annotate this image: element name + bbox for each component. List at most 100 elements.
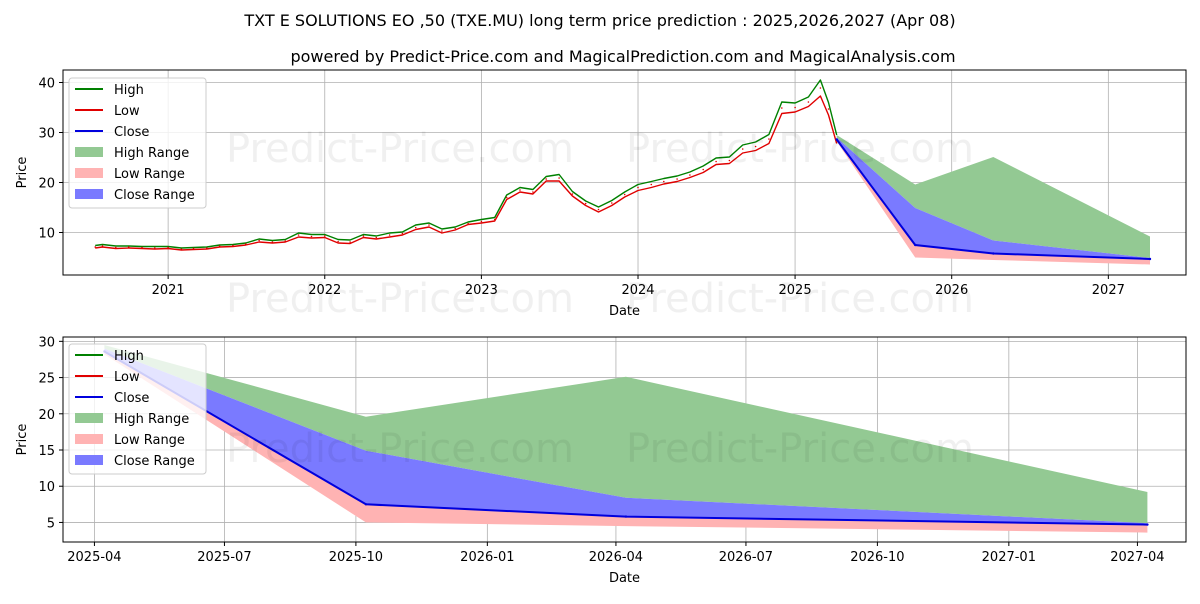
history-point (127, 246, 130, 248)
history-point (310, 235, 313, 238)
history-point (754, 145, 757, 148)
legend-label: High Range (114, 146, 189, 161)
history-point (807, 101, 810, 103)
history-point (519, 189, 521, 191)
history-point (650, 183, 653, 186)
history-point (571, 193, 574, 195)
watermark-text: Predict-Price.com (626, 426, 974, 472)
history-point (467, 222, 469, 225)
x-tick-label: 2026-01 (460, 550, 514, 565)
forecast-point (364, 503, 368, 506)
history-point (623, 193, 626, 196)
legend-swatch-high-range (75, 147, 103, 157)
x-tick-label: 2026-10 (850, 550, 904, 565)
x-tick-label: 2021 (152, 283, 185, 298)
forecast-point (835, 138, 838, 141)
x-axis-label: Date (609, 304, 640, 319)
legend-swatch-low-range (75, 168, 103, 178)
y-tick-label: 5 (47, 516, 55, 531)
history-point (794, 106, 796, 109)
legend-swatch-close-range (75, 455, 103, 465)
history-point (401, 232, 404, 235)
legend: High Low Close High Range Low Range Close Ran… (68, 77, 207, 209)
x-tick-label: 2025 (779, 283, 812, 298)
history-point (375, 236, 378, 239)
history-point (232, 244, 234, 247)
y-tick-label: 25 (38, 372, 55, 387)
x-tick-label: 2026-04 (589, 550, 643, 565)
legend-label: High (114, 83, 144, 98)
history-point (689, 174, 691, 176)
history-point (768, 138, 770, 140)
history-point (741, 148, 744, 150)
x-tick-label: 2025-07 (197, 550, 251, 565)
history-point (597, 208, 600, 211)
history-point (192, 247, 195, 250)
x-tick-label: 2026-07 (719, 550, 773, 565)
history-point (663, 180, 665, 183)
y-axis-label: Price (15, 424, 30, 456)
high-range-area (104, 345, 1148, 524)
history-point (414, 226, 417, 229)
y-tick-label: 30 (38, 127, 55, 142)
forecast-point (1148, 257, 1152, 261)
close-forecast-line (103, 350, 1148, 526)
history-point (454, 227, 457, 230)
close-range-area (104, 348, 1148, 525)
low-series-line (95, 95, 838, 251)
y-tick-label: 10 (38, 227, 55, 242)
forecast-point (914, 243, 917, 247)
plot-area (94, 79, 1152, 265)
history-point (115, 246, 117, 249)
history-point (728, 159, 731, 162)
history-point (493, 218, 496, 221)
forecast-point (1146, 523, 1149, 526)
close-forecast-line (835, 138, 1151, 260)
chart-title: TXT E SOLUTIONS EO ,50 (TXE.MU) long ter… (243, 11, 955, 30)
history-point (206, 247, 208, 249)
y-tick-label: 40 (38, 77, 55, 92)
x-tick-label: 2024 (621, 283, 654, 298)
history-point (154, 247, 156, 249)
legend-swatch-high-range (75, 413, 103, 423)
legend-label: High Range (114, 412, 189, 427)
watermark-text: Predict-Price.com (626, 276, 974, 322)
forecast-zoom-panel: 2025-04 2025-07 2025-10 2026-01 2026-04 2026-… (15, 335, 1187, 586)
history-point (480, 220, 483, 223)
legend-label: Low Range (114, 167, 185, 182)
legend-label: Low (114, 104, 140, 119)
x-tick-label: 2027-04 (1110, 550, 1164, 565)
legend-label: High (114, 349, 144, 364)
legend-label: Low Range (114, 433, 185, 448)
legend-box (68, 77, 207, 209)
history-point (676, 178, 678, 180)
history-point (584, 202, 587, 205)
legend-label: Close Range (114, 454, 195, 469)
x-axis-label: Date (609, 571, 640, 586)
history-point (271, 241, 274, 243)
y-tick-label: 10 (38, 480, 55, 495)
history-point (558, 177, 560, 179)
history-point (245, 243, 247, 245)
chart-subtitle: powered by Predict-Price.com and Magical… (290, 47, 955, 66)
x-tick-label: 2025-04 (67, 550, 121, 565)
history-point (349, 241, 351, 243)
history-point (362, 235, 365, 237)
history-point (827, 108, 830, 110)
history-point (532, 191, 534, 193)
history-point (180, 248, 183, 250)
legend-swatch-close-range (75, 189, 103, 199)
legend-label: Low (114, 370, 140, 385)
price-history-panel: 2021 2022 2023 2024 2025 2026 2027 10 20 30 40 Date… (15, 69, 1187, 319)
high-series-line (95, 79, 838, 249)
history-point (218, 245, 221, 247)
history-point (141, 246, 143, 249)
history-point (428, 224, 430, 226)
plot-frame (62, 336, 1187, 543)
history-point (545, 178, 547, 180)
history-point (94, 246, 96, 248)
legend-box (68, 343, 207, 475)
history-point (388, 234, 391, 236)
